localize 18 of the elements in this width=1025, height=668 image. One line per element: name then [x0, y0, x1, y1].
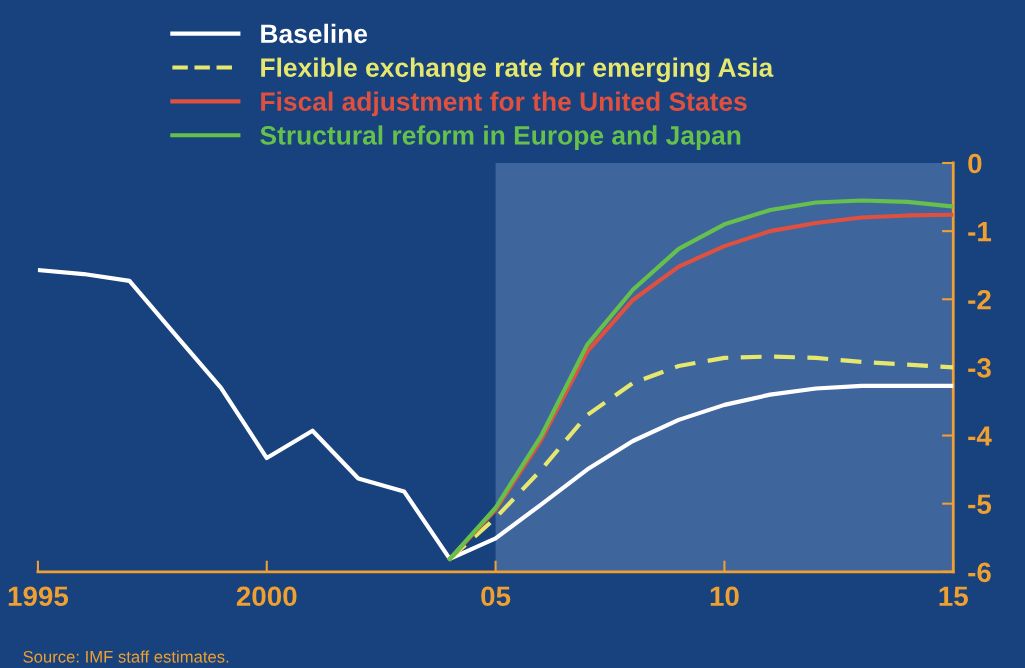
x-tick-label: 15 — [939, 586, 968, 607]
y-tick-label: -5 — [968, 494, 992, 515]
x-tick-label: 1995 — [8, 586, 69, 607]
y-tick-label: -1 — [968, 222, 992, 242]
legend-label: Fiscal adjustment for the United States — [261, 91, 747, 117]
y-tick-label: -4 — [968, 426, 992, 446]
x-tick-label: 05 — [481, 586, 511, 607]
x-tick-label: 10 — [710, 586, 739, 607]
legend-label: Baseline — [261, 23, 368, 44]
y-tick-label: -3 — [968, 358, 991, 378]
y-tick-label: -6 — [968, 562, 991, 583]
x-tick-label: 2000 — [236, 586, 297, 607]
legend-label: Flexible exchange rate for emerging Asia — [261, 57, 774, 83]
y-tick-label: 0 — [968, 153, 982, 174]
y-tick-label: -2 — [968, 289, 991, 310]
source-note: Source: IMF staff estimates. — [23, 650, 229, 663]
line-series — [37, 267, 954, 561]
legend-label: Structural reform in Europe and Japan — [260, 125, 741, 150]
